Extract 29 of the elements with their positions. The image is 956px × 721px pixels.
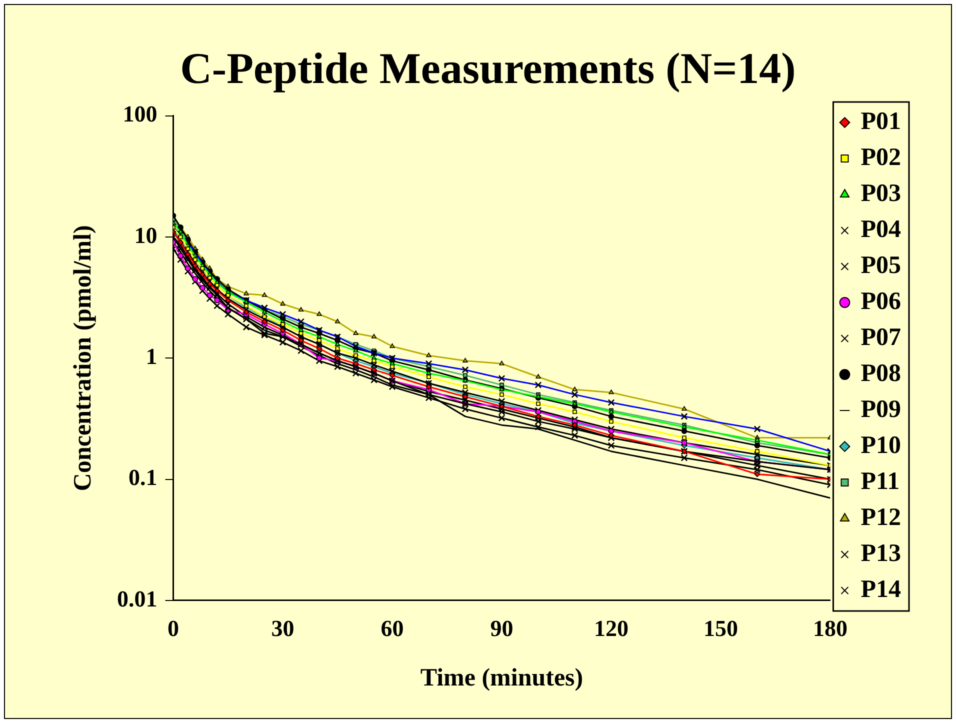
x-axis-title: Time (minutes) (420, 664, 584, 692)
y-tick-label: 0.01 (117, 586, 158, 612)
x-tick-label: 150 (703, 616, 738, 642)
y-axis-title: Concentration (pmol/ml) (69, 225, 96, 492)
legend-label: P14 (860, 576, 902, 603)
legend-label: P01 (860, 108, 902, 135)
legend-label: P09 (860, 396, 902, 423)
legend-label: P07 (860, 324, 902, 351)
y-tick-label: 100 (122, 102, 158, 127)
x-tick-label: 60 (380, 616, 404, 642)
legend-label: P04 (860, 216, 902, 243)
legend-label: P05 (860, 252, 902, 279)
legend-label: P12 (860, 504, 902, 531)
x-tick-label: 90 (490, 616, 514, 642)
legend-label: P03 (860, 180, 902, 207)
legend-label: P10 (860, 432, 902, 459)
chart-title: C-Peptide Measurements (N=14) (180, 44, 796, 93)
y-tick-label: 0.1 (128, 465, 158, 490)
x-tick-label: 180 (812, 616, 848, 642)
x-tick-label: 30 (271, 616, 294, 642)
legend-label: P02 (860, 144, 902, 171)
x-tick-label: 120 (594, 616, 628, 642)
legend-label: P13 (860, 540, 902, 567)
legend-label: P06 (860, 288, 902, 315)
x-tick-label: 0 (168, 616, 179, 642)
legend-label: P11 (860, 468, 900, 495)
y-tick-label: 10 (134, 222, 158, 248)
legend-label: P08 (860, 360, 902, 387)
y-tick-label: 1 (146, 344, 158, 370)
